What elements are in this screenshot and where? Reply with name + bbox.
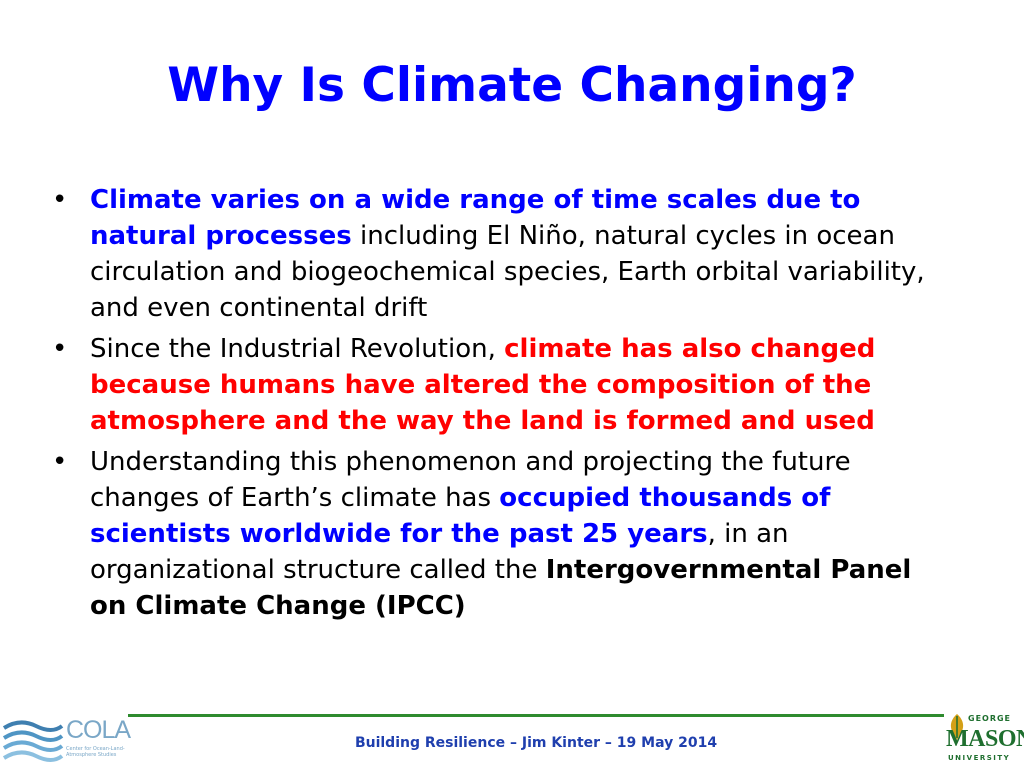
bullet-text-segment: Intergovernmental Panel on Climate Chang…	[90, 555, 912, 621]
slide-title: Why Is Climate Changing?	[167, 58, 857, 113]
mason-name-text: MASON	[946, 726, 1024, 752]
bullet-item: • Since the Industrial Revolution, clima…	[52, 331, 952, 439]
bullet-item: • Understanding this phenomenon and proj…	[52, 444, 952, 624]
cola-subtitle: Center for Ocean-Land-Atmosphere Studies	[66, 746, 125, 758]
bullet-glyph: •	[52, 447, 68, 477]
bullet-list: • Climate varies on a wide range of time…	[52, 182, 952, 629]
mason-logo: GEORGE MASON UNIVERSITY	[944, 712, 1024, 768]
bullet-text-segment: Climate varies on a wide range of time s…	[90, 185, 861, 251]
mason-university-text: UNIVERSITY	[948, 754, 1011, 762]
bullet-text-segment: occupied thousands of scientists worldwi…	[90, 483, 831, 549]
mason-george-text: GEORGE	[968, 714, 1012, 723]
leaf-icon	[950, 714, 964, 740]
wave-icon	[2, 720, 64, 762]
bullet-glyph: •	[52, 185, 68, 215]
footer-divider	[128, 714, 944, 717]
bullet-item: • Climate varies on a wide range of time…	[52, 182, 952, 326]
bullet-text-segment: Understanding this phenomenon and projec…	[90, 447, 851, 513]
cola-wordmark: COLA	[66, 716, 131, 744]
bullet-text-segment: including El Niño, natural cycles in oce…	[90, 221, 925, 323]
bullet-text-segment: , in an organizational structure called …	[90, 519, 789, 585]
bullet-text-segment: Since the Industrial Revolution,	[90, 334, 505, 364]
footer-text: Building Resilience – Jim Kinter – 19 Ma…	[354, 735, 718, 751]
bullet-glyph: •	[52, 334, 68, 364]
cola-logo: COLA Center for Ocean-Land-Atmosphere St…	[2, 712, 131, 766]
bullet-text-segment: climate has also changed because humans …	[90, 334, 876, 436]
